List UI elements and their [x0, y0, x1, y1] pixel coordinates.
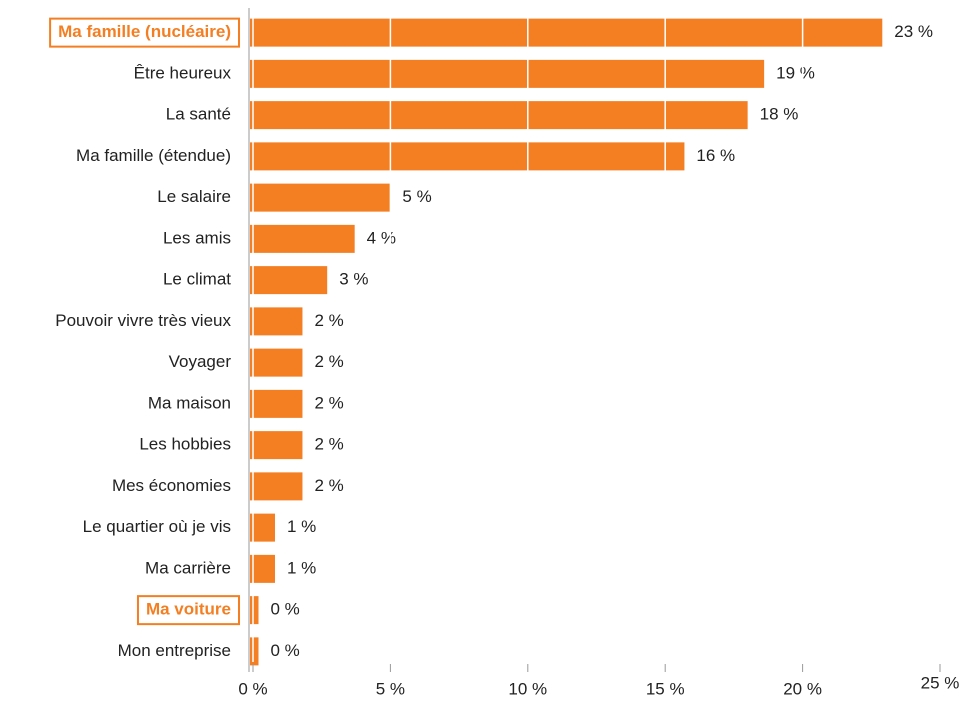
x-tick-label: 15 % — [646, 679, 685, 698]
category-label: Ma famille (étendue) — [76, 146, 231, 165]
category-label: Être heureux — [134, 63, 232, 82]
value-label: 3 % — [339, 270, 368, 289]
bar — [250, 637, 259, 666]
value-label: 5 % — [402, 187, 431, 206]
category-label: Ma maison — [148, 393, 231, 412]
value-label: 2 % — [314, 435, 343, 454]
category-label: Ma famille (nucléaire) — [58, 22, 231, 41]
bar — [250, 142, 685, 171]
category-label: Les hobbies — [139, 435, 231, 454]
value-label: 2 % — [314, 476, 343, 495]
bar — [250, 183, 391, 212]
value-label: 1 % — [287, 558, 316, 577]
x-tick-label: 10 % — [508, 679, 547, 698]
bar — [250, 266, 328, 295]
bar — [250, 431, 303, 460]
bar — [250, 513, 275, 542]
category-label: Le climat — [163, 270, 231, 289]
category-label: Les amis — [163, 228, 231, 247]
bar — [250, 348, 303, 377]
value-label: 18 % — [760, 105, 799, 124]
bar — [250, 18, 883, 47]
category-label: Ma carrière — [145, 558, 231, 577]
value-label: 2 % — [314, 311, 343, 330]
category-label: Mon entreprise — [118, 641, 231, 660]
bar — [250, 389, 303, 418]
category-label: Le quartier où je vis — [83, 517, 231, 536]
x-tick-label: 25 % — [921, 673, 960, 692]
value-label: 2 % — [314, 393, 343, 412]
value-label: 1 % — [287, 517, 316, 536]
value-label: 0 % — [270, 641, 299, 660]
bar — [250, 59, 765, 88]
value-label: 16 % — [696, 146, 735, 165]
bar — [250, 101, 748, 130]
bar — [250, 224, 355, 253]
value-label: 19 % — [776, 63, 815, 82]
highlight-box — [136, 595, 240, 626]
category-label: Voyager — [169, 352, 232, 371]
category-label: Le salaire — [157, 187, 231, 206]
value-label: 23 % — [894, 22, 933, 41]
category-label: Mes économies — [112, 476, 231, 495]
category-label: Ma voiture — [146, 600, 231, 619]
value-label: 4 % — [367, 228, 396, 247]
x-tick-label: 20 % — [783, 679, 822, 698]
x-tick-label: 5 % — [376, 679, 405, 698]
value-label: 2 % — [314, 352, 343, 371]
bar — [250, 554, 275, 583]
bar — [250, 307, 303, 336]
highlight-box — [49, 17, 240, 48]
category-label: Pouvoir vivre très vieux — [55, 311, 231, 330]
x-tick-label: 0 % — [238, 679, 267, 698]
value-label: 0 % — [270, 600, 299, 619]
bar — [250, 472, 303, 501]
category-label: La santé — [166, 105, 231, 124]
bar — [250, 596, 259, 625]
